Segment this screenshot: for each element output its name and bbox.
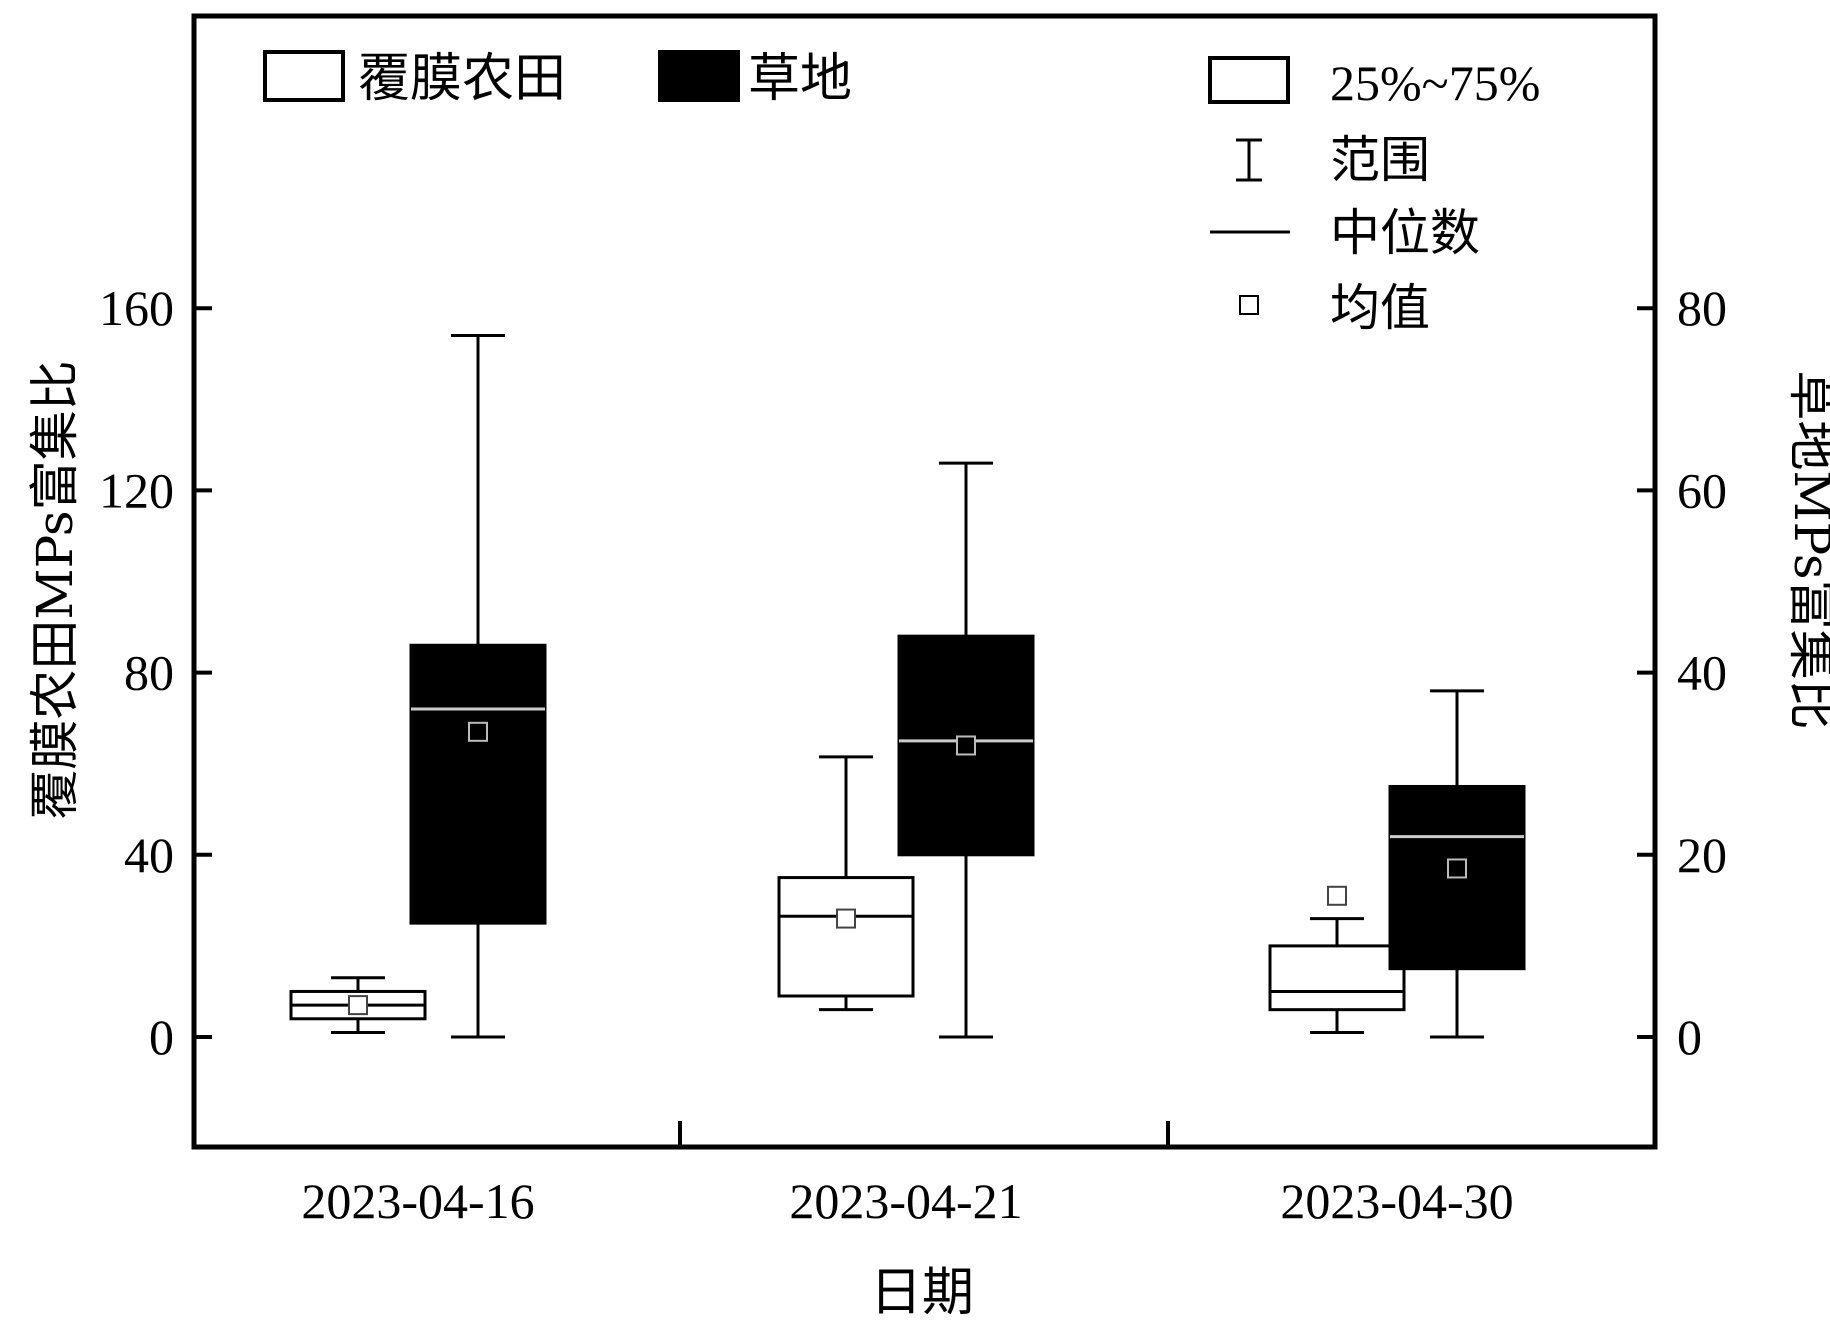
legend-label-farmland: 覆膜农田 (358, 49, 566, 109)
mean-marker (1327, 885, 1347, 906)
mean-marker (1447, 858, 1467, 879)
box-grassland (1388, 689, 1526, 1039)
y-left-tick-label: 160 (99, 280, 174, 336)
y-right-tick-label: 20 (1677, 827, 1727, 883)
y-axis-left-title: 覆膜农田MPs富集比 (26, 360, 84, 819)
y-left-tick-label: 40 (124, 827, 174, 883)
legend-box-key-icon (1208, 56, 1290, 104)
iqr-box (777, 876, 915, 998)
y-right-tick-label: 80 (1677, 280, 1727, 336)
box-farmland (289, 976, 427, 1034)
axes: 0 40 80 120 160 0 20 40 60 80 2023-04-16 2023-04-21… (99, 280, 1727, 1229)
x-tick-label: 2023-04-30 (1280, 1173, 1513, 1229)
iqr-box (897, 634, 1035, 857)
legend-mean-key-label: 均值 (1330, 279, 1430, 337)
x-tick-label: 2023-04-21 (789, 1173, 1022, 1229)
box-grassland (409, 334, 547, 1039)
legend-swatch-farmland (263, 50, 345, 102)
legend-swatch-grassland (658, 50, 740, 102)
legend-range-key-label: 范围 (1330, 131, 1430, 189)
y-left-tick-label: 80 (124, 645, 174, 701)
box-grassland (897, 461, 1035, 1039)
y-left-tick-label: 120 (99, 462, 174, 518)
legend-label-grassland: 草地 (748, 49, 852, 109)
stats-legend: 25%~75% 范围 中位数 均值 (1208, 55, 1540, 337)
y-right-tick-label: 40 (1677, 645, 1727, 701)
legend-mean-key-icon (1239, 295, 1259, 315)
iqr-box (409, 643, 547, 925)
x-axis-title: 日期 (870, 1263, 974, 1323)
mean-marker (348, 995, 368, 1016)
box-farmland (777, 755, 915, 1012)
series-legend: 覆膜农田 草地 (263, 49, 852, 109)
y-left-tick-label: 0 (149, 1009, 174, 1065)
y-axis-right-title: 草地MPs富集比 (1783, 370, 1830, 729)
y-right-tick-label: 60 (1677, 462, 1727, 518)
plot-area (289, 334, 1526, 1039)
mean-marker (468, 721, 488, 742)
legend-range-key-icon (1236, 138, 1262, 182)
plot-frame (191, 13, 1658, 1150)
y-right-tick-label: 0 (1677, 1009, 1702, 1065)
mean-marker (956, 735, 976, 756)
legend-median-key-label: 中位数 (1330, 204, 1480, 262)
legend-box-key-label: 25%~75% (1330, 55, 1540, 111)
x-tick-label: 2023-04-16 (301, 1173, 534, 1229)
iqr-box (1268, 944, 1406, 1012)
mean-marker (836, 908, 856, 929)
box-farmland (1268, 885, 1406, 1034)
